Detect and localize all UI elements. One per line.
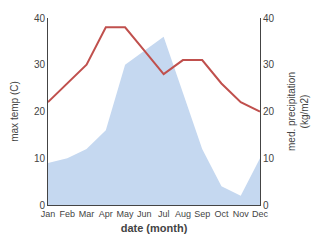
svg-text:Jan: Jan [41, 209, 56, 219]
svg-text:Apr: Apr [99, 209, 113, 219]
svg-text:0: 0 [263, 200, 269, 211]
svg-text:10: 10 [263, 153, 275, 164]
svg-text:30: 30 [263, 59, 275, 70]
svg-text:max temp (C): max temp (C) [9, 81, 20, 142]
svg-text:20: 20 [34, 106, 46, 117]
svg-text:0: 0 [39, 200, 45, 211]
svg-text:40: 40 [263, 13, 275, 24]
svg-text:30: 30 [34, 59, 46, 70]
svg-text:Aug: Aug [175, 209, 191, 219]
svg-text:Dec: Dec [252, 209, 269, 219]
svg-text:40: 40 [34, 13, 46, 24]
svg-text:Oct: Oct [214, 209, 229, 219]
svg-text:May: May [117, 209, 135, 219]
svg-text:Jun: Jun [137, 209, 152, 219]
svg-text:20: 20 [263, 106, 275, 117]
svg-text:Sep: Sep [194, 209, 210, 219]
svg-text:10: 10 [34, 153, 46, 164]
svg-text:Nov: Nov [233, 209, 250, 219]
svg-text:date (month): date (month) [121, 222, 188, 234]
svg-text:med. precipitation(kg/m2): med. precipitation(kg/m2) [286, 72, 310, 151]
svg-text:Jul: Jul [158, 209, 170, 219]
svg-text:Feb: Feb [60, 209, 76, 219]
svg-text:Mar: Mar [79, 209, 95, 219]
